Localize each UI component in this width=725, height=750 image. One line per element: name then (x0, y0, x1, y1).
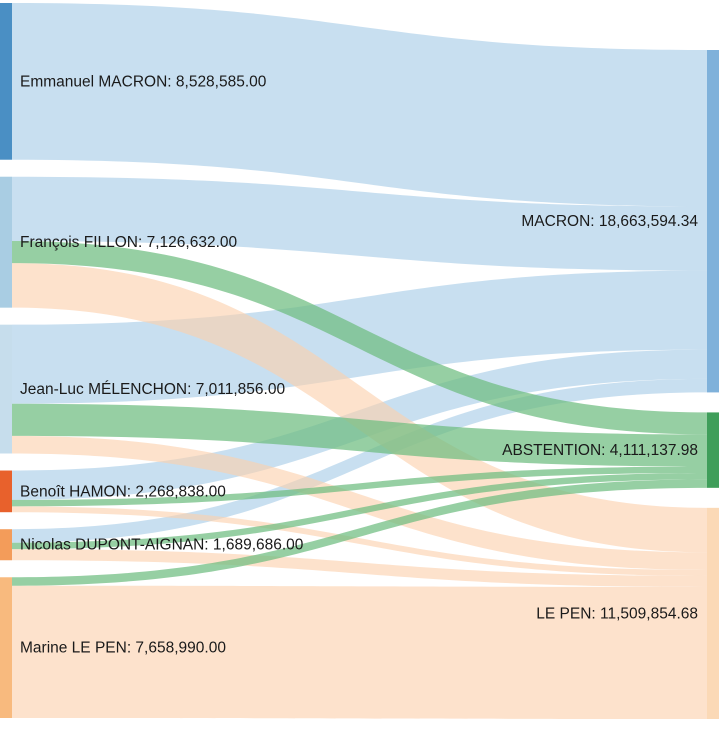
source-label-hamon: Benoît HAMON: 2,268,838.00 (20, 483, 226, 500)
flow-hamon-to-abstention (12, 466, 707, 507)
source-label-fillon: François FILLON: 7,126,632.00 (20, 234, 238, 251)
flow-dupont-to-abstention (12, 472, 707, 550)
flow-fillon-to-abstention (12, 241, 707, 435)
flow-melenchon-to-abstention (12, 403, 707, 467)
target-node-lepen (707, 507, 719, 719)
flow-hamon-to-lepen (12, 506, 707, 576)
source-node-hamon (0, 470, 12, 513)
flow-melenchon-to-lepen (12, 435, 707, 571)
target-label-lepen: LE PEN: 11,509,854.68 (536, 605, 698, 622)
source-label-macron: Emmanuel MACRON: 8,528,585.00 (20, 73, 267, 90)
flow-dupont-to-macron (12, 378, 707, 543)
flow-lepen-to-lepen (12, 585, 707, 719)
source-label-dupont: Nicolas DUPONT-AIGNAN: 1,689,686.00 (20, 537, 304, 554)
source-node-macron (0, 3, 12, 160)
source-label-lepen: Marine LE PEN: 7,658,990.00 (20, 640, 226, 657)
sankey-nodes (0, 3, 719, 719)
target-node-macron (707, 50, 719, 393)
flow-dupont-to-lepen (12, 549, 707, 587)
flow-fillon-to-lepen (12, 263, 707, 553)
sankey-labels: Emmanuel MACRON: 8,528,585.00 François FI… (20, 73, 698, 656)
target-node-abstention (707, 412, 719, 488)
target-label-macron: MACRON: 18,663,594.34 (521, 213, 698, 230)
source-node-melenchon (0, 324, 12, 454)
sankey-links (12, 3, 707, 719)
source-node-fillon (0, 176, 12, 308)
target-label-abstention: ABSTENTION: 4,111,137.98 (502, 442, 698, 459)
flow-fillon-to-macron (12, 176, 707, 271)
flow-macron-to-macron (12, 3, 707, 207)
source-label-melenchon: Jean-Luc MÉLENCHON: 7,011,856.00 (20, 381, 285, 398)
source-node-lepen (0, 577, 12, 718)
flow-lepen-to-abstention (12, 479, 707, 586)
source-node-dupont (0, 529, 12, 561)
